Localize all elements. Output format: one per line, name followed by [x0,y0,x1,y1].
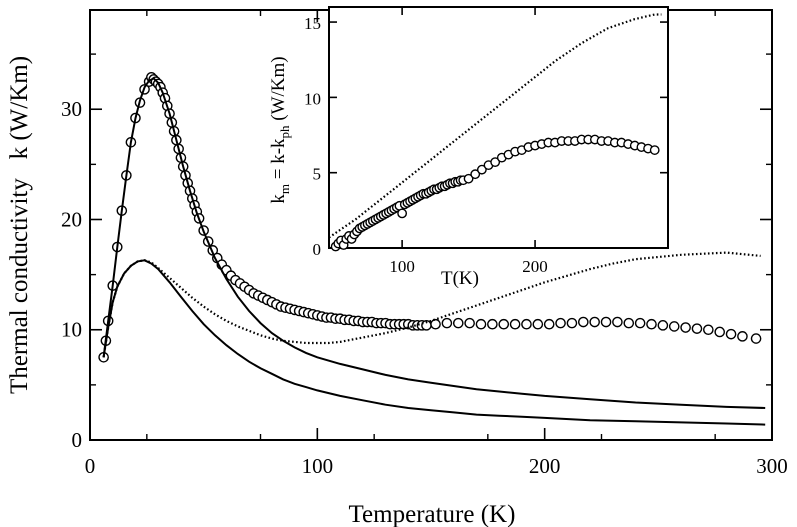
data-point-open-circle [487,318,498,330]
inset-y-tick-label: 5 [313,165,322,184]
x-axis-title: Temperature (K) [349,501,516,527]
y-tick-label: 30 [61,97,82,121]
inset-y-axis-title-mid: = k-k [268,138,289,184]
inset-data-point-open-circle [463,173,474,184]
data-point-open-circle [657,320,669,331]
data-point-open-circle [430,318,441,330]
inset-y-tick-label: 15 [304,14,321,33]
inset-plot: 100 200 0 5 10 15 T(K) km = k-kph (W/Km) [268,6,669,289]
data-point-open-circle [566,317,578,329]
y-tick-label: 10 [61,318,82,342]
inset-data-point-open-circle [397,208,408,219]
data-point-open-circle [634,317,646,329]
data-point-open-circle [725,328,737,340]
data-point-open-circle [578,316,589,328]
data-point-open-circle [750,333,762,344]
data-point-open-circle [589,316,600,328]
inset-x-tick-label: 200 [522,257,548,276]
main-series [98,71,766,426]
inset-x-axis-title: T(K) [441,268,479,289]
x-tick-label: 300 [756,454,788,478]
data-point-open-circle [703,324,714,336]
data-point-open-circle [532,318,544,330]
x-tick-label: 100 [302,454,334,478]
inset-series [328,13,662,252]
inset-data-point-open-circle [470,169,481,180]
inset-y-axis-title-sub-m: m [277,184,292,194]
data-point-open-circle [623,317,635,329]
data-point-open-circle [737,331,748,342]
inset-y-axis-title-sub-ph: ph [277,125,292,139]
inset-y-axis-title: km = k-kph (W/Km) [268,56,292,203]
inset-y-tick-label: 10 [304,89,321,108]
x-tick-label: 200 [529,454,561,478]
series-line-solid-2 [102,77,766,409]
data-point-open-circle [555,317,566,329]
series-line-solid-3 [102,259,766,426]
inset-ticks: 100 200 0 5 10 15 [304,7,668,276]
inset-plot-frame [328,6,669,249]
data-point-open-circle [521,318,532,330]
inset-data-point-open-circle [649,145,660,155]
data-point-open-circle [646,318,657,330]
y-axis-title: Thermal conductivity k (W/Km) [6,56,33,394]
inset-y-tick-label: 0 [313,240,322,259]
data-point-open-circle [441,317,453,329]
data-point-open-circle [600,316,612,328]
y-tick-label: 0 [72,428,83,452]
data-point-open-circle [509,318,521,330]
data-point-open-circle [691,323,703,334]
data-point-open-circle [714,326,726,338]
inset-data-point-open-circle [476,164,487,175]
data-point-open-circle [452,317,464,329]
inset-x-tick-label: 100 [389,257,415,276]
x-tick-label: 0 [85,454,96,478]
data-point-open-circle [475,318,487,330]
data-point-open-circle [498,318,510,330]
data-point-open-circle [668,321,680,332]
data-point-open-circle [464,317,475,329]
y-tick-label: 20 [61,207,82,231]
inset-y-axis-title-units: (W/Km) [268,56,289,125]
inset-data-point-open-circle [490,157,501,168]
data-point-open-circle [543,318,555,330]
inset-y-axis-title-k: k [268,194,289,204]
data-point-open-circle [612,316,623,328]
data-point-open-circle [680,322,691,333]
